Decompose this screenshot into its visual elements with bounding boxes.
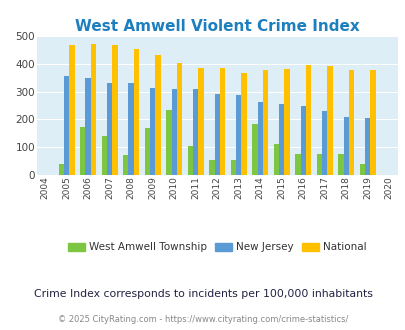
Bar: [123, 155, 128, 175]
Bar: [252, 124, 257, 175]
Bar: [343, 117, 348, 175]
Bar: [305, 65, 311, 175]
Bar: [144, 128, 149, 175]
Bar: [171, 89, 177, 175]
Bar: [230, 160, 235, 175]
Bar: [278, 104, 284, 175]
Text: Crime Index corresponds to incidents per 100,000 inhabitants: Crime Index corresponds to incidents per…: [34, 289, 371, 299]
Bar: [85, 78, 91, 175]
Bar: [300, 107, 305, 175]
Bar: [80, 127, 85, 175]
Bar: [107, 83, 112, 175]
Bar: [198, 68, 203, 175]
Bar: [284, 69, 289, 175]
Bar: [294, 154, 300, 175]
Title: West Amwell Violent Crime Index: West Amwell Violent Crime Index: [75, 19, 359, 34]
Bar: [128, 83, 134, 175]
Bar: [177, 63, 182, 175]
Bar: [187, 146, 192, 175]
Legend: West Amwell Township, New Jersey, National: West Amwell Township, New Jersey, Nation…: [64, 238, 370, 257]
Bar: [91, 44, 96, 175]
Bar: [337, 154, 343, 175]
Text: © 2025 CityRating.com - https://www.cityrating.com/crime-statistics/: © 2025 CityRating.com - https://www.city…: [58, 315, 347, 324]
Bar: [220, 68, 225, 175]
Bar: [69, 45, 75, 175]
Bar: [149, 88, 155, 175]
Bar: [359, 164, 364, 175]
Bar: [214, 94, 220, 175]
Bar: [321, 111, 327, 175]
Bar: [134, 49, 139, 175]
Bar: [369, 70, 375, 175]
Bar: [364, 117, 369, 175]
Bar: [257, 102, 262, 175]
Bar: [112, 46, 117, 175]
Bar: [58, 164, 64, 175]
Bar: [101, 136, 107, 175]
Bar: [166, 110, 171, 175]
Bar: [327, 66, 332, 175]
Bar: [64, 77, 69, 175]
Bar: [155, 55, 160, 175]
Bar: [235, 94, 241, 175]
Bar: [348, 70, 354, 175]
Bar: [192, 89, 198, 175]
Bar: [209, 160, 214, 175]
Bar: [273, 145, 278, 175]
Bar: [241, 73, 246, 175]
Bar: [262, 70, 268, 175]
Bar: [316, 154, 321, 175]
